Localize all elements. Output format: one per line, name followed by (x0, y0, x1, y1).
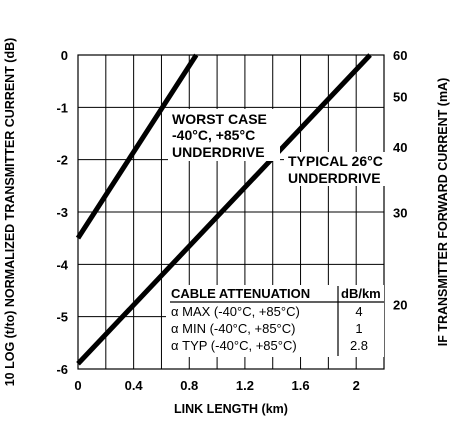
y-tick-label: -1 (56, 100, 68, 115)
y-tick-labels: 0 -1 -2 -3 -4 -5 -6 (56, 48, 68, 377)
worst-case-line3: UNDERDRIVE (172, 144, 265, 160)
typical-line2: UNDERDRIVE (288, 170, 381, 186)
worst-case-line2: -40°C, +85°C (172, 127, 255, 143)
y-tick-label: -6 (56, 362, 68, 377)
x-tick-label: 1.2 (236, 378, 254, 393)
y-tick-label: -4 (56, 257, 68, 272)
worst-case-line1: WORST CASE (172, 111, 267, 127)
table-row-value: 2.8 (350, 338, 368, 353)
x-tick-label: 0 (74, 378, 81, 393)
series-lines (75, 53, 372, 366)
series-line-typical (76, 53, 372, 366)
typical-annotation-bg (284, 152, 386, 186)
y-axis-label: 10 LOG (t/to) NORMALIZED TRANSMITTER CUR… (3, 38, 17, 387)
worst-case-annotation-bg (168, 109, 280, 161)
table-row-value: 4 (355, 304, 362, 319)
x-tick-label: 1.6 (292, 378, 310, 393)
y2-tick-label: 50 (393, 89, 407, 104)
y-tick-label: -2 (56, 153, 68, 168)
table-header-title: CABLE ATTENUATION (171, 286, 310, 301)
y2-tick-labels: 60 50 40 30 20 (393, 48, 407, 313)
attenuation-table-bg (166, 285, 384, 357)
table-header-unit: dB/km (341, 286, 381, 301)
x-tick-labels: 0 0.4 0.8 1.2 1.6 2 (74, 378, 359, 393)
y2-tick-label: 20 (393, 298, 407, 313)
table-row-label: α MAX (-40°C, +85°C) (171, 304, 300, 319)
x-axis-label: LINK LENGTH (km) (174, 402, 288, 416)
y-tick-label: -5 (56, 310, 68, 325)
table-row-label: α TYP (-40°C, +85°C) (171, 338, 297, 353)
y2-axis-label: IF TRANSMITTER FORWARD CURRENT (mA) (436, 78, 450, 347)
series-line-worst-case (75, 53, 199, 240)
y2-tick-label: 40 (393, 140, 407, 155)
x-tick-label: 0.8 (180, 378, 198, 393)
x-tick-label: 2 (353, 378, 360, 393)
table-row-label: α MIN (-40°C, +85°C) (171, 321, 295, 336)
y2-tick-label: 60 (393, 48, 407, 63)
typical-line1: TYPICAL 26°C (288, 153, 383, 169)
y-tick-label: 0 (61, 48, 68, 63)
y2-tick-label: 30 (393, 206, 407, 221)
y-tick-label: -3 (56, 205, 68, 220)
x-tick-label: 0.4 (125, 378, 144, 393)
table-row-value: 1 (355, 321, 362, 336)
